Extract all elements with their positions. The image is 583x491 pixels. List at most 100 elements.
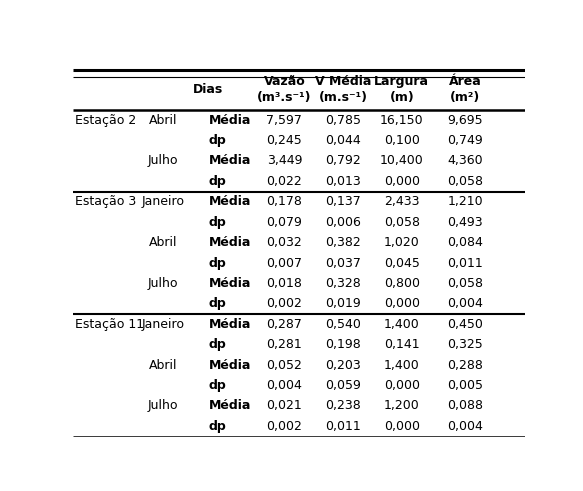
Text: 0,088: 0,088: [447, 400, 483, 412]
Text: 0,044: 0,044: [325, 134, 361, 147]
Text: (m.s⁻¹): (m.s⁻¹): [318, 91, 367, 104]
Text: (m³.s⁻¹): (m³.s⁻¹): [257, 91, 311, 104]
Text: Estação 2: Estação 2: [75, 114, 136, 127]
Text: Abril: Abril: [149, 236, 177, 249]
Text: dp: dp: [209, 134, 226, 147]
Text: 2,433: 2,433: [384, 195, 420, 208]
Text: 0,203: 0,203: [325, 358, 361, 372]
Text: Média: Média: [209, 358, 251, 372]
Text: Estação 3: Estação 3: [75, 195, 136, 208]
Text: 0,084: 0,084: [447, 236, 483, 249]
Text: 0,287: 0,287: [266, 318, 302, 331]
Text: Janeiro: Janeiro: [142, 195, 185, 208]
Text: 1,400: 1,400: [384, 358, 420, 372]
Text: (m): (m): [389, 91, 414, 104]
Text: Área: Área: [449, 75, 482, 88]
Text: Julho: Julho: [148, 155, 178, 167]
Text: 0,013: 0,013: [325, 175, 361, 188]
Text: Abril: Abril: [149, 358, 177, 372]
Text: 0,018: 0,018: [266, 277, 302, 290]
Text: 0,032: 0,032: [266, 236, 302, 249]
Text: (m²): (m²): [450, 91, 480, 104]
Text: 0,178: 0,178: [266, 195, 302, 208]
Text: 0,238: 0,238: [325, 400, 361, 412]
Text: 0,198: 0,198: [325, 338, 361, 351]
Text: dp: dp: [209, 298, 226, 310]
Text: 0,137: 0,137: [325, 195, 361, 208]
Text: 0,281: 0,281: [266, 338, 302, 351]
Text: 0,079: 0,079: [266, 216, 302, 229]
Text: 0,045: 0,045: [384, 257, 420, 270]
Text: 0,006: 0,006: [325, 216, 361, 229]
Text: 0,245: 0,245: [266, 134, 302, 147]
Text: dp: dp: [209, 420, 226, 433]
Text: 0,021: 0,021: [266, 400, 302, 412]
Text: Média: Média: [209, 155, 251, 167]
Text: Média: Média: [209, 277, 251, 290]
Text: dp: dp: [209, 257, 226, 270]
Text: Dias: Dias: [194, 83, 223, 96]
Text: 0,000: 0,000: [384, 298, 420, 310]
Text: 3,449: 3,449: [266, 155, 302, 167]
Text: 0,059: 0,059: [325, 379, 361, 392]
Text: Estação 11: Estação 11: [75, 318, 144, 331]
Text: 0,007: 0,007: [266, 257, 303, 270]
Text: 0,037: 0,037: [325, 257, 361, 270]
Text: 0,004: 0,004: [447, 420, 483, 433]
Text: 4,360: 4,360: [447, 155, 483, 167]
Text: Média: Média: [209, 114, 251, 127]
Text: Média: Média: [209, 236, 251, 249]
Text: 9,695: 9,695: [447, 114, 483, 127]
Text: 0,004: 0,004: [266, 379, 302, 392]
Text: Média: Média: [209, 400, 251, 412]
Text: 0,011: 0,011: [447, 257, 483, 270]
Text: 0,022: 0,022: [266, 175, 302, 188]
Text: 0,450: 0,450: [447, 318, 483, 331]
Text: 0,052: 0,052: [266, 358, 302, 372]
Text: 1,200: 1,200: [384, 400, 420, 412]
Text: Largura: Largura: [374, 75, 429, 88]
Text: 0,288: 0,288: [447, 358, 483, 372]
Text: 1,210: 1,210: [447, 195, 483, 208]
Text: 0,493: 0,493: [447, 216, 483, 229]
Text: dp: dp: [209, 216, 226, 229]
Text: 0,019: 0,019: [325, 298, 361, 310]
Text: Julho: Julho: [148, 400, 178, 412]
Text: 16,150: 16,150: [380, 114, 424, 127]
Text: 10,400: 10,400: [380, 155, 424, 167]
Text: Vazão: Vazão: [264, 75, 305, 88]
Text: 0,011: 0,011: [325, 420, 361, 433]
Text: 0,141: 0,141: [384, 338, 420, 351]
Text: 0,000: 0,000: [384, 420, 420, 433]
Text: dp: dp: [209, 338, 226, 351]
Text: 0,328: 0,328: [325, 277, 361, 290]
Text: 0,002: 0,002: [266, 298, 302, 310]
Text: 0,749: 0,749: [447, 134, 483, 147]
Text: 0,100: 0,100: [384, 134, 420, 147]
Text: 0,002: 0,002: [266, 420, 302, 433]
Text: 0,004: 0,004: [447, 298, 483, 310]
Text: 0,792: 0,792: [325, 155, 361, 167]
Text: Julho: Julho: [148, 277, 178, 290]
Text: Janeiro: Janeiro: [142, 318, 185, 331]
Text: 0,005: 0,005: [447, 379, 483, 392]
Text: 0,540: 0,540: [325, 318, 361, 331]
Text: Média: Média: [209, 318, 251, 331]
Text: 0,800: 0,800: [384, 277, 420, 290]
Text: 1,400: 1,400: [384, 318, 420, 331]
Text: Média: Média: [209, 195, 251, 208]
Text: V Média: V Média: [315, 75, 371, 88]
Text: 0,058: 0,058: [447, 277, 483, 290]
Text: 0,000: 0,000: [384, 175, 420, 188]
Text: 0,785: 0,785: [325, 114, 361, 127]
Text: dp: dp: [209, 379, 226, 392]
Text: dp: dp: [209, 175, 226, 188]
Text: 1,020: 1,020: [384, 236, 420, 249]
Text: 0,000: 0,000: [384, 379, 420, 392]
Text: 0,058: 0,058: [384, 216, 420, 229]
Text: 0,382: 0,382: [325, 236, 361, 249]
Text: 7,597: 7,597: [266, 114, 302, 127]
Text: Abril: Abril: [149, 114, 177, 127]
Text: 0,325: 0,325: [447, 338, 483, 351]
Text: 0,058: 0,058: [447, 175, 483, 188]
